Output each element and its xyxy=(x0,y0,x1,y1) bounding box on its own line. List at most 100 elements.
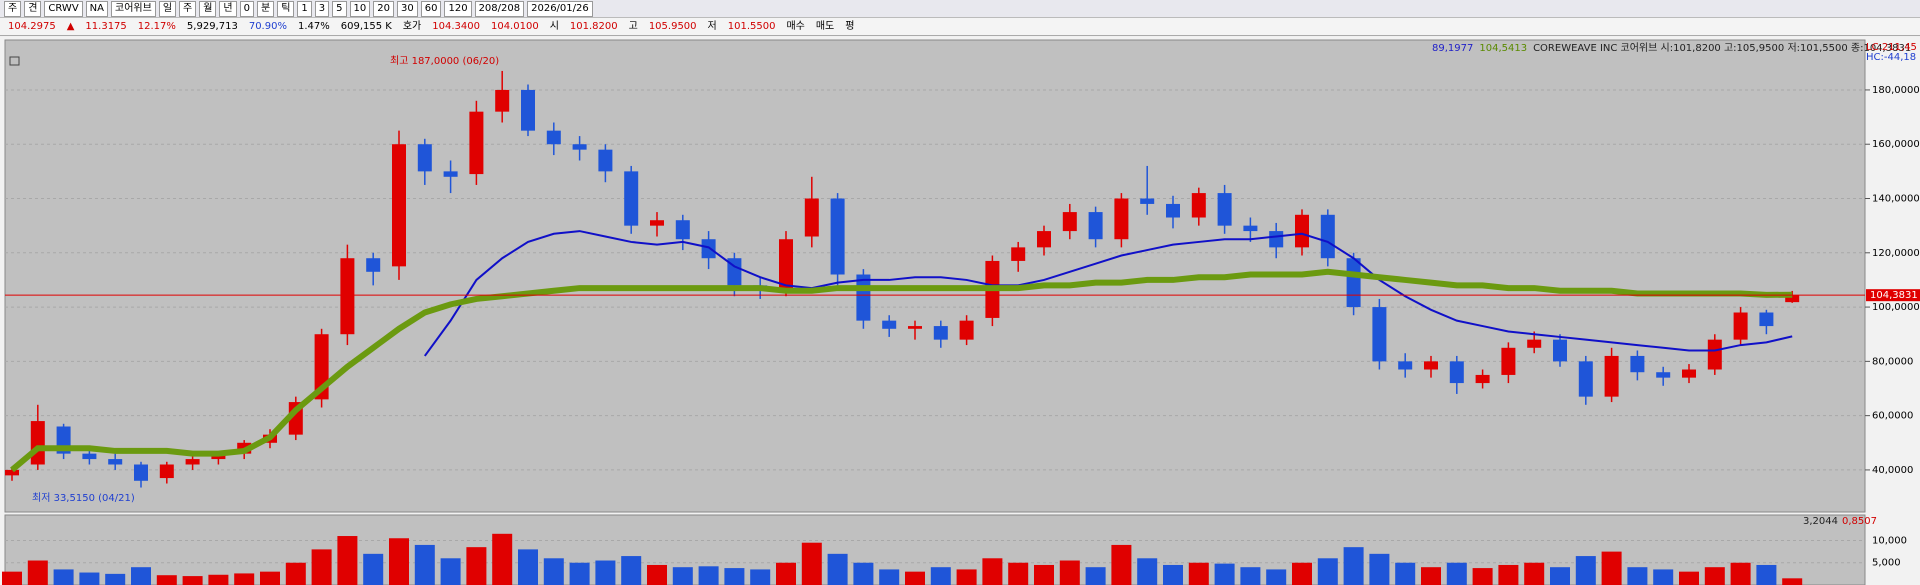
toolbar-item[interactable]: 월 xyxy=(199,0,217,17)
y-tick-label: 140,0000 xyxy=(1872,194,1920,205)
candle-body xyxy=(1320,214,1335,259)
candle-body xyxy=(82,453,97,460)
volume-bar xyxy=(1059,560,1080,585)
toolbar-item[interactable]: 30 xyxy=(397,0,418,17)
pane-icon xyxy=(9,56,20,66)
volume-bar xyxy=(363,553,384,585)
candle-body xyxy=(1088,212,1103,240)
toolbar-item[interactable]: 208/208 xyxy=(474,0,525,17)
candle-body xyxy=(1114,198,1129,240)
candle-body xyxy=(675,220,690,240)
toolbar-item: 70.90% xyxy=(248,20,287,32)
candle-body xyxy=(1346,258,1361,308)
legend-text: 3,2044 xyxy=(1803,516,1838,527)
toolbar-item: 저 xyxy=(707,20,717,32)
toolbar-item: 매수 xyxy=(786,20,805,32)
toolbar-item: 5,929,713 xyxy=(186,20,238,32)
volume-bar xyxy=(776,562,796,585)
candle-body xyxy=(443,171,458,177)
y-tick-label: 120,0000 xyxy=(1872,248,1920,259)
volume-bar xyxy=(208,574,229,585)
toolbar-item[interactable]: 코어위브 xyxy=(111,0,156,17)
candle-body xyxy=(933,326,948,340)
volume-bar xyxy=(1163,564,1183,585)
toolbar-item[interactable]: NA xyxy=(85,0,108,17)
volume-bar xyxy=(1704,567,1725,585)
toolbar-item[interactable]: 10 xyxy=(349,0,371,17)
volume-bar xyxy=(905,571,925,585)
candle-body xyxy=(650,220,664,226)
candle-body xyxy=(185,459,200,465)
candle-body xyxy=(1785,295,1800,303)
volume-bar xyxy=(956,569,977,585)
candle-body xyxy=(1140,198,1155,204)
volume-bar xyxy=(1550,567,1570,585)
legend-text: 89,1977 xyxy=(1432,43,1473,54)
volume-bar xyxy=(389,538,409,585)
toolbar-item[interactable]: 일 xyxy=(158,0,177,17)
toolbar-item[interactable]: 1 xyxy=(297,0,312,17)
toolbar-item: 11.3175 xyxy=(85,20,127,32)
volume-bar xyxy=(569,562,590,585)
candle-body xyxy=(624,171,639,226)
candle-body xyxy=(1217,193,1232,226)
volume-bar xyxy=(827,553,848,585)
volume-bar xyxy=(1085,567,1106,585)
toolbar-item: 고 xyxy=(628,20,638,32)
candle-body xyxy=(1424,361,1438,370)
toolbar-item[interactable]: 주 xyxy=(179,0,197,17)
candle-body xyxy=(882,320,897,329)
y-tick-label: 5,000 xyxy=(1872,558,1901,569)
volume-bar xyxy=(1369,553,1390,585)
toolbar-item: 호가 xyxy=(402,20,422,32)
candle-body xyxy=(1475,374,1490,384)
volume-bar xyxy=(853,562,874,585)
toolbar-item[interactable]: 2026/01/26 xyxy=(527,0,593,17)
toolbar-item: 101.8200 xyxy=(569,20,618,32)
toolbar-item: 시 xyxy=(549,20,559,32)
y-tick-label: 160,0000 xyxy=(1872,139,1920,150)
volume-bar xyxy=(1111,544,1132,585)
volume-bar xyxy=(1498,564,1519,585)
candle-body xyxy=(598,149,613,172)
volume-bar xyxy=(1343,547,1364,585)
volume-bar xyxy=(414,544,435,585)
toolbar-item[interactable]: 견 xyxy=(24,0,42,17)
volume-bar xyxy=(1421,567,1441,585)
candle-body xyxy=(1759,312,1774,327)
toolbar-item[interactable]: 0 xyxy=(239,0,254,17)
toolbar-item[interactable]: 120 xyxy=(444,0,472,17)
candle-body xyxy=(1604,355,1619,397)
y-tick-label: 10,000 xyxy=(1872,535,1907,546)
toolbar-item[interactable]: 5 xyxy=(332,0,347,17)
volume-bar xyxy=(1575,556,1596,585)
legend-text: 104,5413 xyxy=(1479,43,1527,54)
toolbar-item[interactable]: 3 xyxy=(314,0,330,17)
toolbar-item[interactable]: CRWV xyxy=(44,0,83,17)
volume-bar xyxy=(1524,562,1545,585)
toolbar-item[interactable]: 60 xyxy=(420,0,442,17)
volume-bar xyxy=(182,576,203,585)
annotation: 최저 33,5150 (04/21) xyxy=(32,492,135,504)
toolbar-item[interactable]: 년 xyxy=(219,0,237,17)
candle-body xyxy=(779,239,793,289)
volume-bar xyxy=(1782,578,1803,585)
volume-bar xyxy=(621,556,642,585)
candle-body xyxy=(1372,307,1387,362)
candle-body xyxy=(495,89,510,112)
toolbar-item[interactable]: 주 xyxy=(4,0,22,17)
volume-bar xyxy=(1317,558,1338,585)
candle-body xyxy=(1656,372,1671,378)
volume-bar xyxy=(311,549,332,585)
volume-bar xyxy=(930,567,951,585)
candle-body xyxy=(1682,369,1696,378)
candle-body xyxy=(1243,225,1258,232)
volume-bar xyxy=(1730,562,1751,585)
toolbar-item[interactable]: 분 xyxy=(257,0,275,17)
toolbar-item[interactable]: 20 xyxy=(373,0,394,17)
volume-bar xyxy=(750,569,771,585)
candle-body xyxy=(1269,231,1284,248)
toolbar-item[interactable]: 틱 xyxy=(277,0,295,17)
candle-body xyxy=(1062,212,1077,232)
candle-body xyxy=(340,258,355,335)
